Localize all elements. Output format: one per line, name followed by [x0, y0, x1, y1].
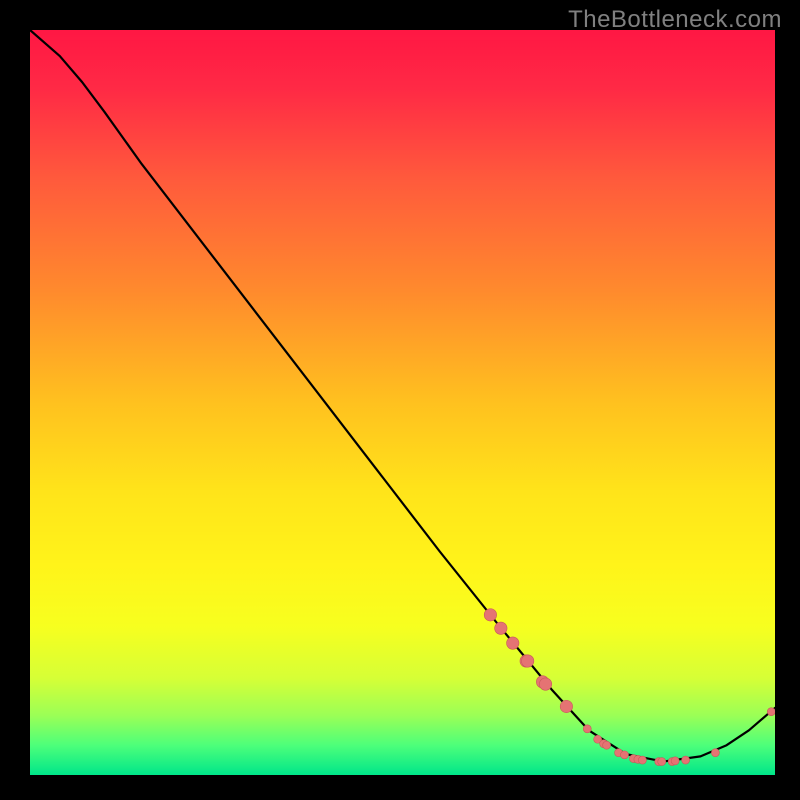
- data-marker: [484, 609, 496, 621]
- chart-frame: TheBottleneck.com: [0, 0, 800, 800]
- data-marker: [583, 725, 591, 733]
- gradient-background: [30, 30, 775, 775]
- data-marker: [507, 637, 519, 649]
- data-marker: [560, 700, 572, 712]
- data-marker: [539, 678, 551, 690]
- data-marker: [521, 655, 533, 667]
- data-marker: [711, 749, 719, 757]
- data-marker: [682, 756, 690, 764]
- bottleneck-chart: [30, 30, 775, 775]
- data-marker: [671, 757, 679, 765]
- plot-area: [30, 30, 775, 775]
- data-marker: [767, 708, 775, 716]
- data-marker: [658, 758, 666, 766]
- data-marker: [638, 756, 646, 764]
- data-marker: [621, 751, 629, 759]
- data-marker: [495, 622, 507, 634]
- data-marker: [603, 741, 611, 749]
